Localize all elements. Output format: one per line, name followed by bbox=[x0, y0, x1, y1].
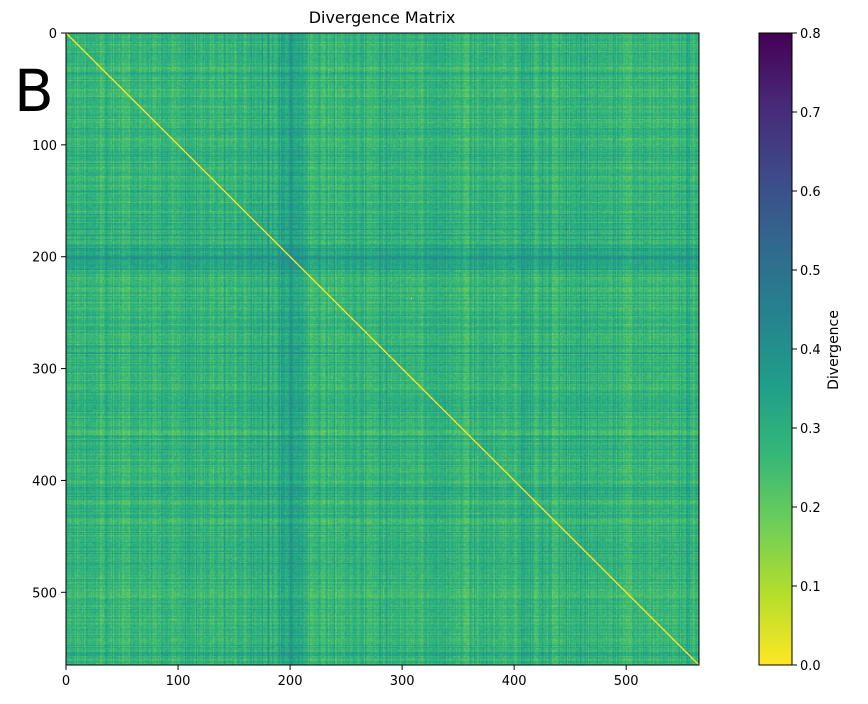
colorbar bbox=[758, 32, 793, 666]
y-tick-label: 400 bbox=[32, 474, 57, 489]
colorbar-tick-label: 0.8 bbox=[800, 27, 821, 42]
x-tick-label: 500 bbox=[614, 674, 639, 689]
heatmap-layer bbox=[66, 33, 699, 665]
panel-letter: B bbox=[14, 57, 54, 125]
chart-title: Divergence Matrix bbox=[309, 8, 456, 27]
plot-frame bbox=[65, 32, 700, 666]
colorbar-tick-label: 0.3 bbox=[800, 422, 821, 437]
y-tick-label: 300 bbox=[32, 363, 57, 378]
y-axis: 0 100 200 300 400 500 bbox=[32, 27, 66, 601]
colorbar-tick-label: 0.6 bbox=[800, 185, 821, 200]
colorbar-tick-label: 0.4 bbox=[800, 343, 821, 358]
x-tick-label: 400 bbox=[502, 674, 527, 689]
x-axis: 0 100 200 300 400 500 bbox=[62, 665, 639, 689]
colorbar-tick-label: 0.7 bbox=[800, 106, 821, 121]
colorbar-axis: 0.0 0.1 0.2 0.3 0.4 0.5 0.6 0.7 0.8 bbox=[792, 27, 821, 674]
y-tick-label: 100 bbox=[32, 139, 57, 154]
x-tick-label: 200 bbox=[278, 674, 303, 689]
x-tick-label: 0 bbox=[62, 674, 70, 689]
colorbar-tick-label: 0.2 bbox=[800, 501, 821, 516]
y-tick-label: 200 bbox=[32, 251, 57, 266]
colorbar-label: Divergence bbox=[826, 310, 842, 390]
y-tick-label: 0 bbox=[49, 27, 57, 42]
diagonal-line bbox=[66, 33, 699, 665]
colorbar-tick-label: 0.5 bbox=[800, 264, 821, 279]
x-tick-label: 100 bbox=[166, 674, 191, 689]
y-tick-label: 500 bbox=[32, 586, 57, 601]
colorbar-tick-label: 0.0 bbox=[800, 659, 821, 674]
x-tick-label: 300 bbox=[390, 674, 415, 689]
colorbar-tick-label: 0.1 bbox=[800, 580, 821, 595]
